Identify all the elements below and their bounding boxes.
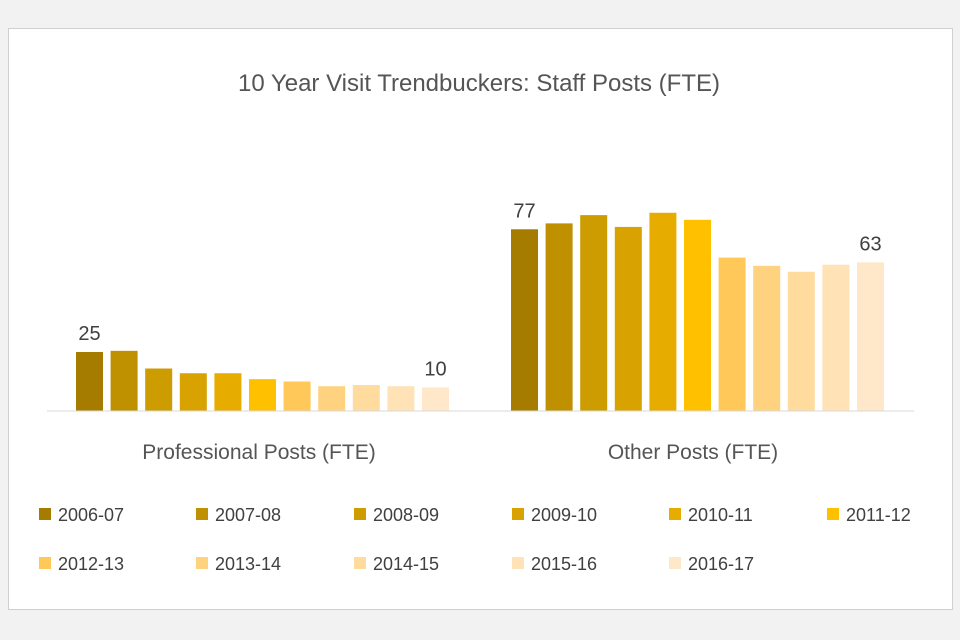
bar-other-2011-12 <box>684 219 711 411</box>
legend-item-2009-10: 2009-10 <box>512 505 597 525</box>
legend-label: 2015-16 <box>531 554 597 574</box>
legend-swatch <box>827 508 839 520</box>
bar-professional-2015-16 <box>387 386 415 411</box>
legend-item-2008-09: 2008-09 <box>354 505 439 525</box>
legend-label: 2009-10 <box>531 505 597 525</box>
bar-other-2008-09 <box>580 215 608 411</box>
legend-swatch <box>512 557 524 569</box>
legend-label: 2010-11 <box>688 505 753 525</box>
bar-professional-2014-15 <box>352 385 380 411</box>
bar-other-2015-16 <box>822 264 850 411</box>
chart-frame: 10 Year Visit Trendbuckers: Staff Posts … <box>8 28 953 610</box>
legend-label: 2016-17 <box>688 554 754 574</box>
bar-other-2006-07 <box>511 229 538 411</box>
bar-professional-2007-08 <box>110 350 138 411</box>
legend-swatch <box>196 508 208 520</box>
legend-swatch <box>669 557 681 569</box>
legend-item-2012-13: 2012-13 <box>39 554 124 574</box>
legend-item-2015-16: 2015-16 <box>512 554 597 574</box>
legend-swatch <box>512 508 524 520</box>
bar-professional-2013-14 <box>318 386 346 411</box>
legend-label: 2012-13 <box>58 554 124 574</box>
legend-swatch <box>39 508 51 520</box>
bar-professional-2016-17 <box>422 387 449 411</box>
legend-swatch <box>669 508 681 520</box>
bar-professional-2009-10 <box>179 373 207 411</box>
bar-other-2014-15 <box>787 271 815 411</box>
legend-item-2011-12: 2011-12 <box>827 505 911 525</box>
bar-professional-2008-09 <box>145 368 173 411</box>
plot-area: 25 10 77 63 <box>76 200 884 411</box>
legend-item-2007-08: 2007-08 <box>196 505 281 525</box>
bar-other-2010-11 <box>649 212 677 411</box>
bar-professional-2010-11 <box>214 373 242 411</box>
legend-item-2014-15: 2014-15 <box>354 554 439 574</box>
legend-label: 2007-08 <box>215 505 281 525</box>
legend-item-2013-14: 2013-14 <box>196 554 281 574</box>
legend: 2006-07 2007-08 2008-09 2009-10 2010-11 2011-… <box>39 505 911 574</box>
legend-item-2006-07: 2006-07 <box>39 505 124 525</box>
bar-professional-2012-13 <box>283 381 311 411</box>
legend-item-2010-11: 2010-11 <box>669 505 753 525</box>
legend-item-2016-17: 2016-17 <box>669 554 754 574</box>
legend-label: 2006-07 <box>58 505 124 525</box>
legend-swatch <box>354 508 366 520</box>
bar-other-2013-14 <box>753 265 781 411</box>
data-label: 10 <box>424 358 446 380</box>
category-label-professional: Professional Posts (FTE) <box>142 441 375 464</box>
bar-professional-2011-12 <box>249 379 276 411</box>
legend-swatch <box>354 557 366 569</box>
data-label: 25 <box>78 323 100 345</box>
legend-label: 2008-09 <box>373 505 439 525</box>
bar-chart: 10 Year Visit Trendbuckers: Staff Posts … <box>39 70 914 574</box>
legend-label: 2011-12 <box>846 505 911 525</box>
chart-title: 10 Year Visit Trendbuckers: Staff Posts … <box>238 70 720 97</box>
bar-other-2016-17 <box>857 262 884 411</box>
bar-professional-2006-07 <box>76 352 103 411</box>
bar-other-2007-08 <box>545 223 573 411</box>
category-label-other: Other Posts (FTE) <box>608 441 778 464</box>
legend-label: 2014-15 <box>373 554 439 574</box>
legend-label: 2013-14 <box>215 554 281 574</box>
bar-other-2012-13 <box>718 257 746 411</box>
legend-swatch <box>196 557 208 569</box>
bar-other-2009-10 <box>614 226 642 411</box>
data-label: 63 <box>859 233 881 255</box>
data-label: 77 <box>513 200 535 222</box>
legend-swatch <box>39 557 51 569</box>
